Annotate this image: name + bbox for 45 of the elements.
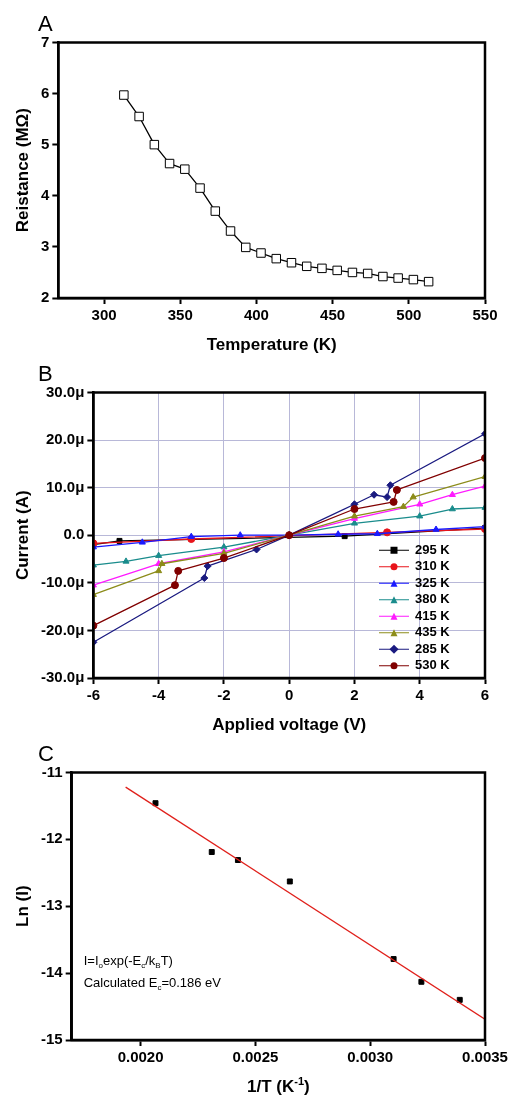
y-tick-label: 0.0 [63,525,85,543]
y-tick-label: 6 [41,83,50,101]
y-tick-label: -12 [40,829,63,847]
y-axis-title: Current (A) [13,490,32,581]
x-tick-label: 0 [285,686,294,704]
x-axis-title: Temperature (K) [206,335,337,354]
y-axis-title: Reistance (MΩ) [13,108,32,233]
x-tick-label: 0.0020 [117,1048,164,1066]
y-tick-label: 4 [41,185,50,203]
legend-label: 295 K [415,541,451,557]
legend-label: 435 K [415,624,451,640]
x-tick-label: 400 [243,306,269,324]
y-axis-title: Ln (I) [13,885,32,927]
y-tick-label: 20.0μ [45,430,85,448]
legend-label: 530 K [415,657,451,673]
y-tick-label: -10.0μ [40,572,85,590]
x-tick-label: 6 [480,686,490,704]
x-tick-label: 450 [320,306,346,324]
y-tick-label: -14 [40,963,64,981]
x-tick-label: 4 [415,686,425,704]
x-tick-label: -4 [151,686,166,704]
y-tick-label: -30.0μ [40,668,85,686]
legend-label: 415 K [415,607,451,623]
x-tick-label: -6 [86,686,101,704]
x-tick-label: 2 [350,686,359,704]
x-axis-title: Applied voltage (V) [212,715,367,734]
x-tick-label: -2 [217,686,231,704]
x-tick-label: 500 [396,306,422,324]
y-tick-label: 5 [41,134,50,152]
legend-label: 310 K [415,558,451,574]
y-tick-label: -13 [40,896,63,914]
x-tick-label: 0.0030 [347,1048,394,1066]
y-tick-label: -20.0μ [40,620,85,638]
legend-label: 285 K [415,640,451,656]
y-tick-label: 2 [41,288,50,306]
legend-label: 325 K [415,574,451,590]
x-tick-label: 300 [91,306,117,324]
y-tick-label: 3 [41,237,50,255]
x-tick-label: 0.0025 [232,1048,279,1066]
x-tick-label: 550 [472,306,498,324]
legend-label: 380 K [415,591,451,607]
y-tick-label: -15 [40,1030,63,1048]
x-tick-label: 350 [167,306,193,324]
x-tick-label: 0.0035 [462,1048,508,1066]
y-tick-label: 10.0μ [45,477,85,495]
